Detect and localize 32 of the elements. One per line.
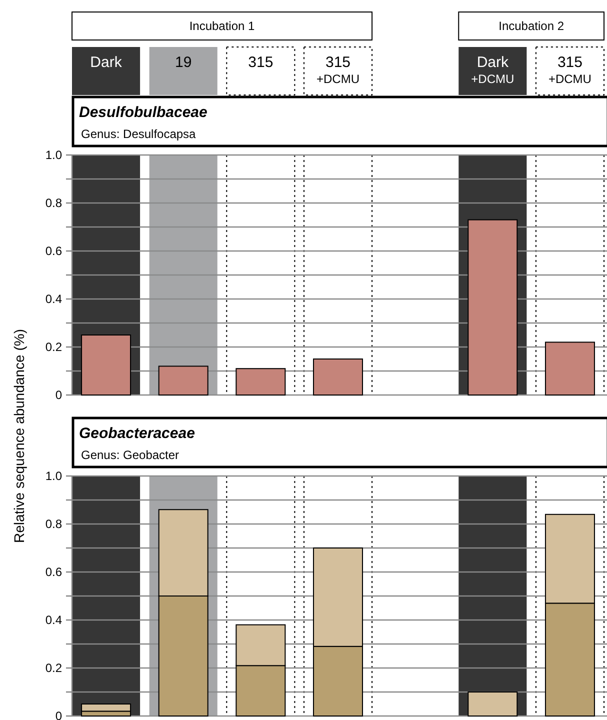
y-axis-title: Relative sequence abundance (%) <box>11 328 27 544</box>
y-tick-label: 0.4 <box>45 292 62 306</box>
chart-title: Geobacteraceae <box>79 425 195 442</box>
chart-title: Desulfobulbaceae <box>79 104 208 121</box>
y-tick-label: 1.0 <box>45 148 62 162</box>
x-tick-label: 315 +DCMU <box>316 54 360 86</box>
y-tick-label: 0.8 <box>45 196 62 210</box>
chart-subtitle: Genus: Desulfocapsa <box>81 127 196 141</box>
bar <box>468 219 518 396</box>
bar <box>468 692 518 716</box>
x-tick-label: Dark <box>90 54 122 71</box>
y-tick-label: 1.0 <box>45 469 62 483</box>
y-tick-label: 0.2 <box>45 661 62 675</box>
y-tick-label: 0.6 <box>45 244 62 258</box>
y-tick-label: 0.4 <box>45 613 62 627</box>
y-tick-label: 0.8 <box>45 517 62 531</box>
y-tick-label: 0 <box>55 709 62 720</box>
x-tick-label: 315 <box>248 54 274 71</box>
bar <box>544 342 595 396</box>
bar <box>158 366 208 396</box>
y-tick-label: 0.6 <box>45 565 62 579</box>
text: Incubation 2 <box>498 19 564 33</box>
text: Incubation 1 <box>189 19 256 33</box>
y-tick-label: 0.2 <box>45 340 62 354</box>
chart-subtitle: Genus: Geobacter <box>81 448 180 462</box>
bar <box>236 368 286 396</box>
y-tick-label: 0 <box>55 388 62 402</box>
x-tick-label: Dark +DCMU <box>471 54 514 86</box>
x-tick-label: 315 +DCMU <box>548 54 592 86</box>
x-tick-label: 19 <box>175 54 192 71</box>
bar <box>313 358 363 396</box>
bar <box>81 334 132 396</box>
